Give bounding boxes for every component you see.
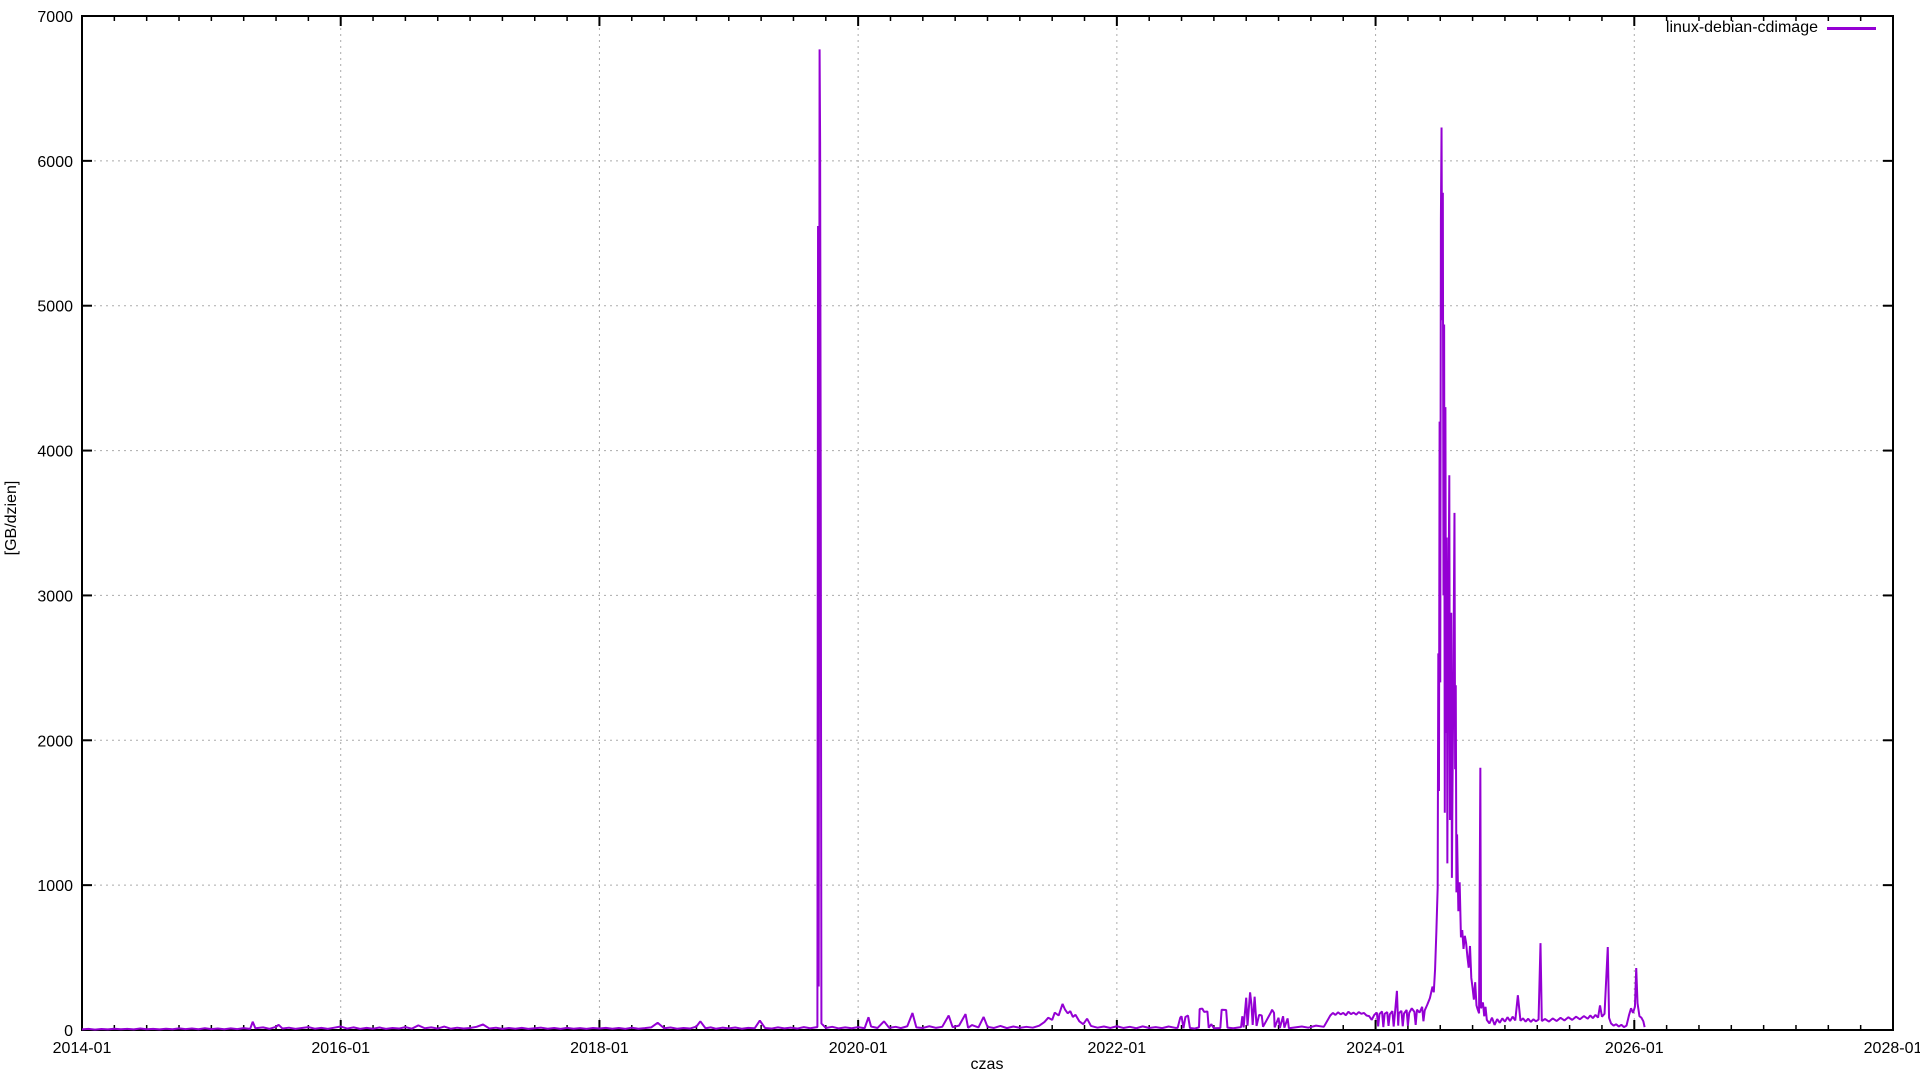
svg-text:2000: 2000: [37, 733, 73, 750]
svg-text:2020-01: 2020-01: [829, 1040, 888, 1057]
x-axis-title: czas: [970, 1056, 1004, 1073]
svg-text:2028-01: 2028-01: [1864, 1040, 1920, 1057]
svg-text:2016-01: 2016-01: [311, 1040, 370, 1057]
legend-label: linux-debian-cdimage: [1665, 19, 1818, 36]
legend-line-sample: [1827, 26, 1876, 30]
svg-text:2024-01: 2024-01: [1346, 1040, 1405, 1057]
svg-text:4000: 4000: [37, 444, 73, 461]
svg-text:2014-01: 2014-01: [53, 1040, 112, 1057]
svg-text:0: 0: [64, 1023, 73, 1040]
svg-text:5000: 5000: [37, 299, 73, 316]
svg-text:1000: 1000: [37, 878, 73, 895]
legend: linux-debian-cdimage: [1666, 19, 1876, 37]
svg-text:2022-01: 2022-01: [1087, 1040, 1146, 1057]
svg-text:6000: 6000: [37, 154, 73, 171]
svg-text:7000: 7000: [37, 9, 73, 26]
y-axis-title: [GB/dzien]: [3, 480, 20, 556]
svg-text:2026-01: 2026-01: [1605, 1040, 1664, 1057]
svg-text:2018-01: 2018-01: [570, 1040, 629, 1057]
svg-text:3000: 3000: [37, 588, 73, 605]
